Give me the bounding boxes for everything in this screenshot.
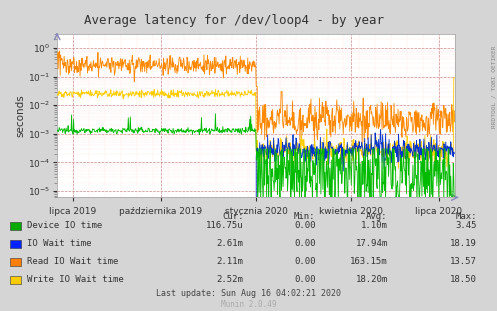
- Text: Device IO time: Device IO time: [27, 221, 102, 230]
- Text: Cur:: Cur:: [222, 212, 244, 221]
- Text: Munin 2.0.49: Munin 2.0.49: [221, 299, 276, 309]
- Text: Average latency for /dev/loop4 - by year: Average latency for /dev/loop4 - by year: [83, 14, 384, 27]
- Text: 17.94m: 17.94m: [355, 239, 388, 248]
- Text: 1.10m: 1.10m: [361, 221, 388, 230]
- Text: 13.57: 13.57: [450, 257, 477, 266]
- Text: 0.00: 0.00: [294, 257, 316, 266]
- Text: 18.19: 18.19: [450, 239, 477, 248]
- Text: 116.75u: 116.75u: [206, 221, 244, 230]
- Text: 18.50: 18.50: [450, 275, 477, 284]
- Text: Write IO Wait time: Write IO Wait time: [27, 275, 124, 284]
- Text: Read IO Wait time: Read IO Wait time: [27, 257, 119, 266]
- Text: 163.15m: 163.15m: [350, 257, 388, 266]
- Text: Max:: Max:: [456, 212, 477, 221]
- Text: Min:: Min:: [294, 212, 316, 221]
- Text: RRDTOOL / TOBI OETIKER: RRDTOOL / TOBI OETIKER: [491, 46, 496, 128]
- Text: 2.11m: 2.11m: [217, 257, 244, 266]
- Text: IO Wait time: IO Wait time: [27, 239, 92, 248]
- Y-axis label: seconds: seconds: [15, 95, 25, 137]
- Text: 0.00: 0.00: [294, 275, 316, 284]
- Text: 2.61m: 2.61m: [217, 239, 244, 248]
- Text: Avg:: Avg:: [366, 212, 388, 221]
- Text: 2.52m: 2.52m: [217, 275, 244, 284]
- Text: Last update: Sun Aug 16 04:02:21 2020: Last update: Sun Aug 16 04:02:21 2020: [156, 289, 341, 298]
- Text: 0.00: 0.00: [294, 239, 316, 248]
- Text: 3.45: 3.45: [456, 221, 477, 230]
- Text: 0.00: 0.00: [294, 221, 316, 230]
- Text: 18.20m: 18.20m: [355, 275, 388, 284]
